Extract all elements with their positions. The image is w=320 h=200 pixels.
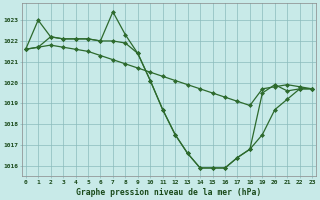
X-axis label: Graphe pression niveau de la mer (hPa): Graphe pression niveau de la mer (hPa) xyxy=(76,188,261,197)
